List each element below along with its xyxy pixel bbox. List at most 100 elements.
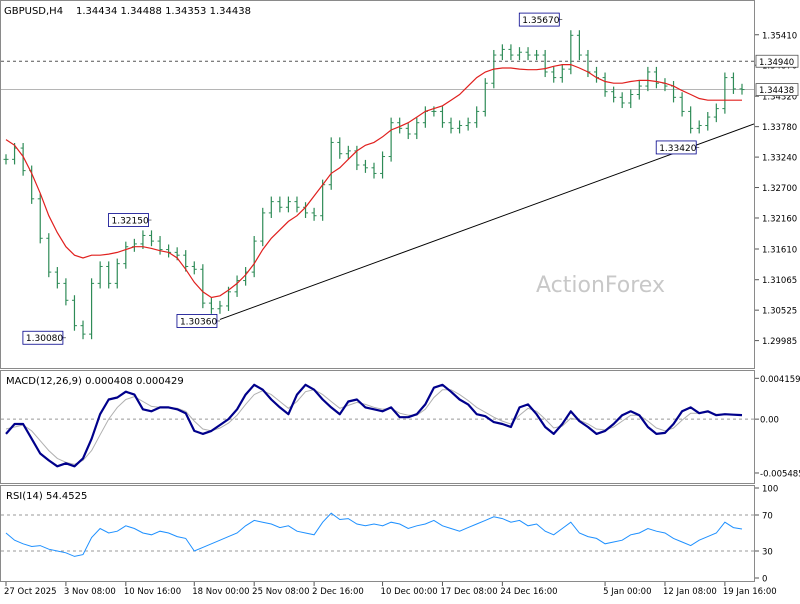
price-tick-label: 1.33240 — [762, 154, 797, 164]
grid-layer — [1, 60, 754, 552]
price-bar — [551, 66, 557, 83]
macd-panel — [0, 370, 755, 484]
macd-tick-label: 0.004159 — [760, 375, 800, 385]
annotation-layer: 1.30080 1.32150 1.30360 1.35670 1.33420 — [22, 12, 700, 345]
x-tick-label: 24 Dec 16:00 — [500, 587, 557, 597]
price-bar — [405, 123, 411, 140]
price-bar — [525, 47, 531, 61]
price-bar — [183, 250, 189, 272]
price-tick-label: 1.29985 — [762, 337, 797, 347]
annotation-box — [655, 140, 697, 155]
current-price-box — [755, 83, 799, 96]
price-bar — [730, 72, 736, 94]
price-bar — [71, 295, 77, 331]
x-tick-label: 10 Nov 16:00 — [124, 587, 181, 597]
ohlc-values: 1.34434 1.34488 1.34353 1.34438 — [76, 6, 251, 17]
x-tick-label: 27 Oct 2025 — [4, 587, 57, 597]
x-tick-label: 10 Dec 00:00 — [381, 587, 438, 597]
price-annotation: 1.30360 — [176, 314, 220, 328]
rsi-tick-label: 30 — [762, 548, 773, 558]
price-bar — [260, 207, 266, 247]
price-bar — [345, 145, 351, 159]
trendline — [219, 123, 755, 320]
current-price-label: 1.34438 — [759, 86, 794, 96]
price-bar — [636, 80, 642, 100]
price-bar — [217, 300, 223, 314]
price-bar — [277, 196, 283, 213]
price-bar — [568, 30, 574, 75]
price-bar — [54, 267, 60, 289]
price-tick-label: 1.31065 — [762, 276, 797, 286]
rsi-line — [5, 512, 743, 557]
price-bar — [140, 230, 146, 249]
price-tick-label: 1.30525 — [762, 307, 797, 317]
price-bar — [722, 72, 728, 114]
annotation-label: 1.30080 — [26, 334, 63, 344]
price-bar — [123, 241, 129, 269]
x-tick-label: 18 Nov 00:00 — [192, 587, 249, 597]
price-annotation: 1.33420 — [655, 140, 700, 155]
annotation-box — [518, 12, 560, 27]
price-bar — [611, 86, 617, 103]
price-panel — [0, 0, 755, 369]
price-bar — [106, 261, 112, 289]
price-bar — [114, 258, 120, 289]
price-tick-label: 1.32700 — [762, 184, 797, 194]
price-bar — [268, 196, 274, 218]
annotation-label: 1.30360 — [180, 317, 217, 327]
annotation-box — [22, 330, 64, 345]
macd-tick-label: -0.005485 — [760, 469, 800, 479]
price-tick-label: 1.34320 — [762, 93, 797, 103]
macd-main-line — [5, 383, 743, 468]
price-bar — [20, 142, 26, 176]
price-bar — [705, 111, 711, 131]
price-bar — [46, 233, 52, 278]
x-tick-label: 3 Nov 08:00 — [64, 587, 116, 597]
price-bar — [679, 92, 685, 117]
price-bar — [328, 137, 334, 190]
price-bar — [482, 78, 488, 117]
price-bar — [653, 66, 659, 89]
rsi-tick-label: 0 — [762, 575, 767, 585]
price-bar — [3, 154, 9, 165]
price-bar — [362, 159, 368, 173]
price-tick-label: 1.32160 — [762, 214, 797, 224]
macd-tick-label: 0.00 — [760, 416, 779, 426]
price-tick-label: 1.31610 — [762, 245, 797, 255]
price-annotation: 1.30080 — [22, 330, 66, 345]
price-bar — [80, 320, 86, 340]
x-tick-label: 25 Nov 08:00 — [252, 587, 309, 597]
annotation-box — [108, 213, 149, 227]
price-bar — [414, 117, 420, 140]
price-bar — [439, 106, 445, 128]
price-bar — [200, 264, 206, 309]
price-tick-label: 1.35410 — [762, 31, 797, 41]
axis-layer: 1.354101.348701.343201.337801.332401.327… — [4, 31, 800, 597]
price-bar — [63, 278, 69, 306]
price-bar — [457, 120, 463, 134]
price-bar — [534, 49, 540, 61]
annotation-label: 1.32150 — [111, 217, 148, 227]
annotation-label: 1.33420 — [659, 144, 696, 154]
rsi-tick-label: 70 — [762, 512, 773, 522]
watermark: ActionForex — [536, 273, 665, 298]
price-tick-label: 1.33780 — [762, 123, 797, 133]
price-bar — [148, 230, 154, 247]
price-bar — [696, 120, 702, 134]
price-bar — [713, 103, 719, 123]
price-bar — [208, 298, 214, 314]
price-bar — [474, 106, 480, 128]
price-bar — [465, 117, 471, 131]
macd-label: MACD(12,26,9) 0.000408 0.000429 — [6, 376, 184, 387]
price-bar — [285, 196, 291, 213]
price-bar — [499, 44, 505, 61]
x-tick-label: 12 Jan 08:00 — [663, 587, 717, 597]
rsi-label: RSI(14) 54.4525 — [6, 491, 87, 502]
resistance-price-label: 1.34940 — [759, 58, 794, 68]
price-bar — [89, 278, 95, 340]
price-bar — [157, 236, 163, 255]
price-bar — [602, 72, 608, 97]
price-bar — [559, 64, 565, 83]
